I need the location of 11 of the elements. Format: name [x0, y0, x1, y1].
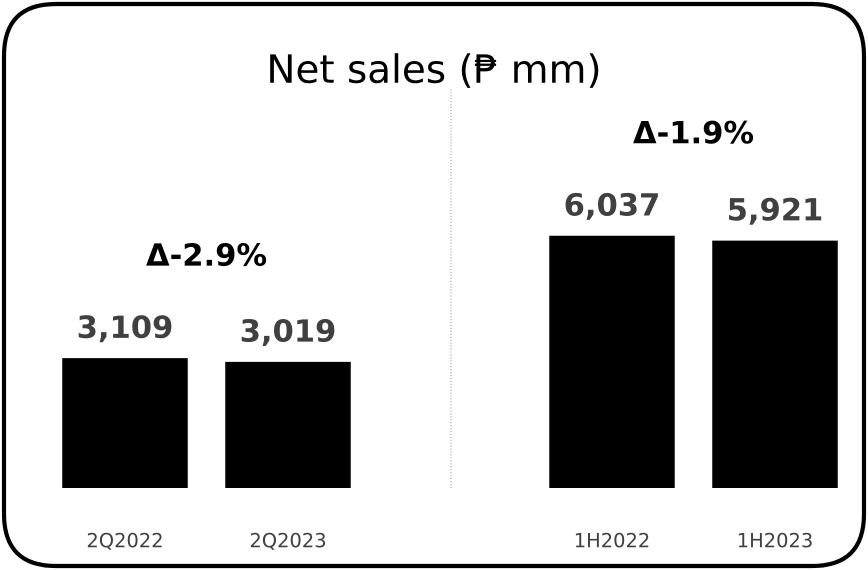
x-tick-label: 1H2022	[576, 532, 648, 548]
data-label: 5,921	[729, 198, 822, 225]
x-tick-label: 2Q2022	[88, 532, 162, 550]
x-tick-label: 2Q2023	[250, 532, 326, 550]
data-label: 3,109	[78, 315, 172, 342]
chart-title: Net sales (₱ mm)	[270, 53, 598, 88]
x-tick-label: 1H2023	[738, 532, 812, 548]
data-label: 6,037	[566, 192, 658, 220]
data-label: 3,019	[242, 318, 334, 346]
text: Δ-1.9%	[633, 120, 754, 144]
text: Δ-2.9%	[146, 242, 266, 266]
